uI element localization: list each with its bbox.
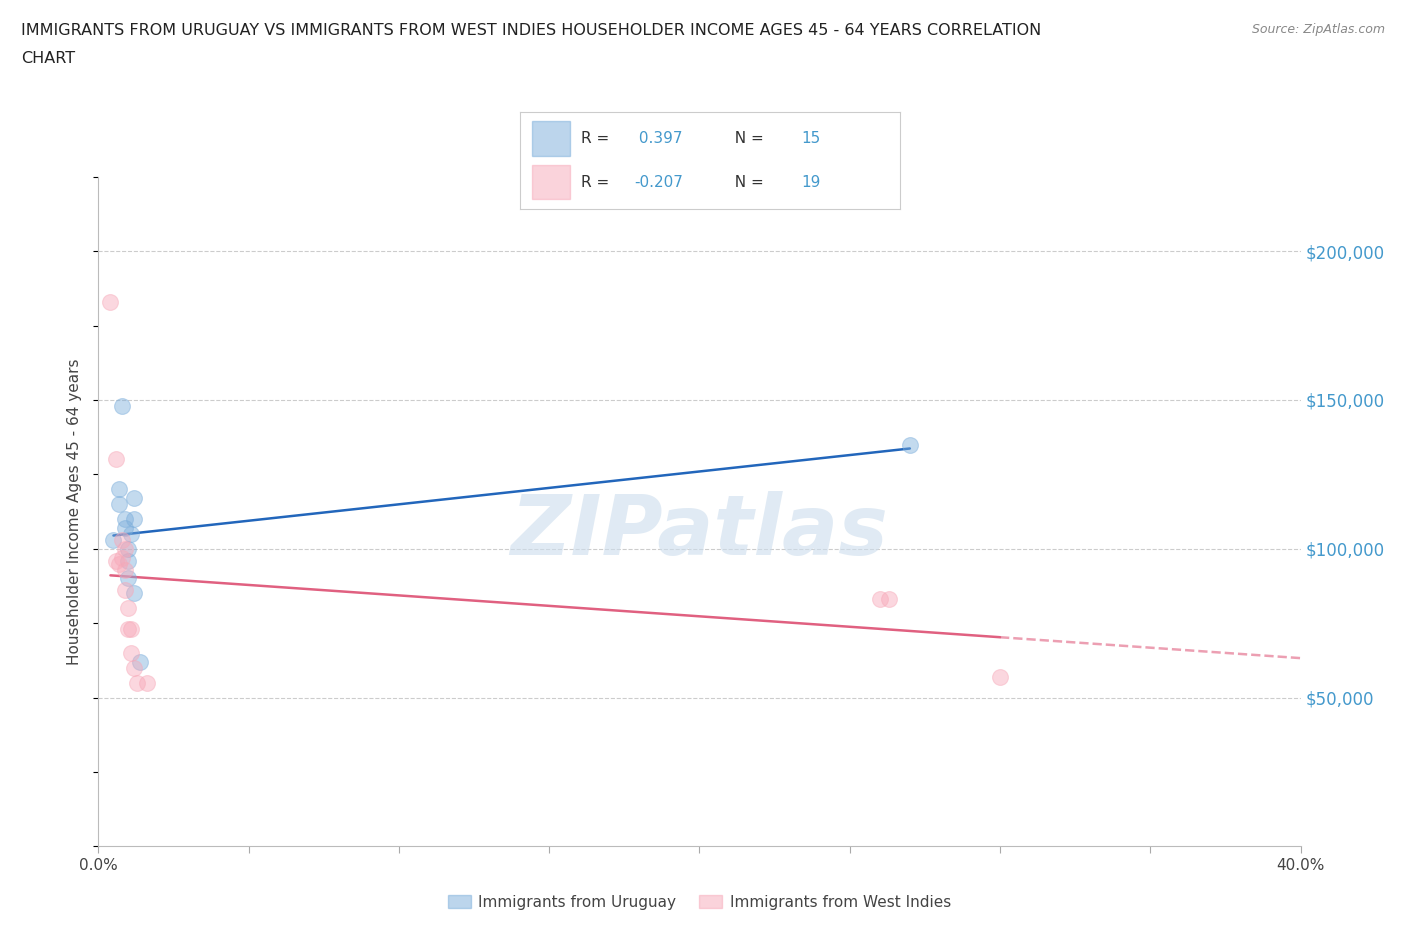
Point — [117, 621, 139, 636]
Point — [117, 571, 139, 586]
Point — [988, 670, 1011, 684]
Point — [898, 437, 921, 452]
Text: N =: N = — [725, 131, 769, 146]
Point — [121, 526, 143, 541]
Text: IMMIGRANTS FROM URUGUAY VS IMMIGRANTS FROM WEST INDIES HOUSEHOLDER INCOME AGES 4: IMMIGRANTS FROM URUGUAY VS IMMIGRANTS FR… — [21, 23, 1042, 38]
Point — [129, 655, 152, 670]
Point — [108, 497, 131, 512]
Point — [111, 532, 134, 547]
Point — [124, 491, 146, 506]
Point — [127, 675, 149, 690]
Point — [117, 601, 139, 616]
FancyBboxPatch shape — [531, 122, 569, 155]
Point — [117, 541, 139, 556]
Point — [121, 645, 143, 660]
Text: 19: 19 — [801, 175, 821, 190]
Point — [100, 294, 122, 309]
Point — [111, 551, 134, 565]
FancyBboxPatch shape — [531, 166, 569, 200]
Point — [108, 482, 131, 497]
Text: -0.207: -0.207 — [634, 175, 683, 190]
Point — [135, 675, 157, 690]
Legend: Immigrants from Uruguay, Immigrants from West Indies: Immigrants from Uruguay, Immigrants from… — [441, 888, 957, 916]
Point — [103, 532, 125, 547]
Point — [105, 452, 128, 467]
Text: ZIPatlas: ZIPatlas — [510, 491, 889, 572]
Point — [114, 583, 136, 598]
Text: R =: R = — [581, 175, 614, 190]
Point — [869, 591, 891, 606]
Text: Source: ZipAtlas.com: Source: ZipAtlas.com — [1251, 23, 1385, 36]
Point — [124, 586, 146, 601]
Point — [105, 553, 128, 568]
Point — [877, 591, 900, 606]
Point — [111, 398, 134, 413]
Point — [117, 553, 139, 568]
Text: R =: R = — [581, 131, 614, 146]
Point — [114, 562, 136, 577]
Text: 15: 15 — [801, 131, 820, 146]
Point — [124, 512, 146, 526]
Text: N =: N = — [725, 175, 769, 190]
Point — [114, 541, 136, 556]
Point — [121, 621, 143, 636]
Text: CHART: CHART — [21, 51, 75, 66]
Point — [124, 660, 146, 675]
Point — [114, 512, 136, 526]
Y-axis label: Householder Income Ages 45 - 64 years: Householder Income Ages 45 - 64 years — [67, 358, 83, 665]
Point — [114, 521, 136, 536]
Point — [108, 556, 131, 571]
Text: 0.397: 0.397 — [634, 131, 682, 146]
